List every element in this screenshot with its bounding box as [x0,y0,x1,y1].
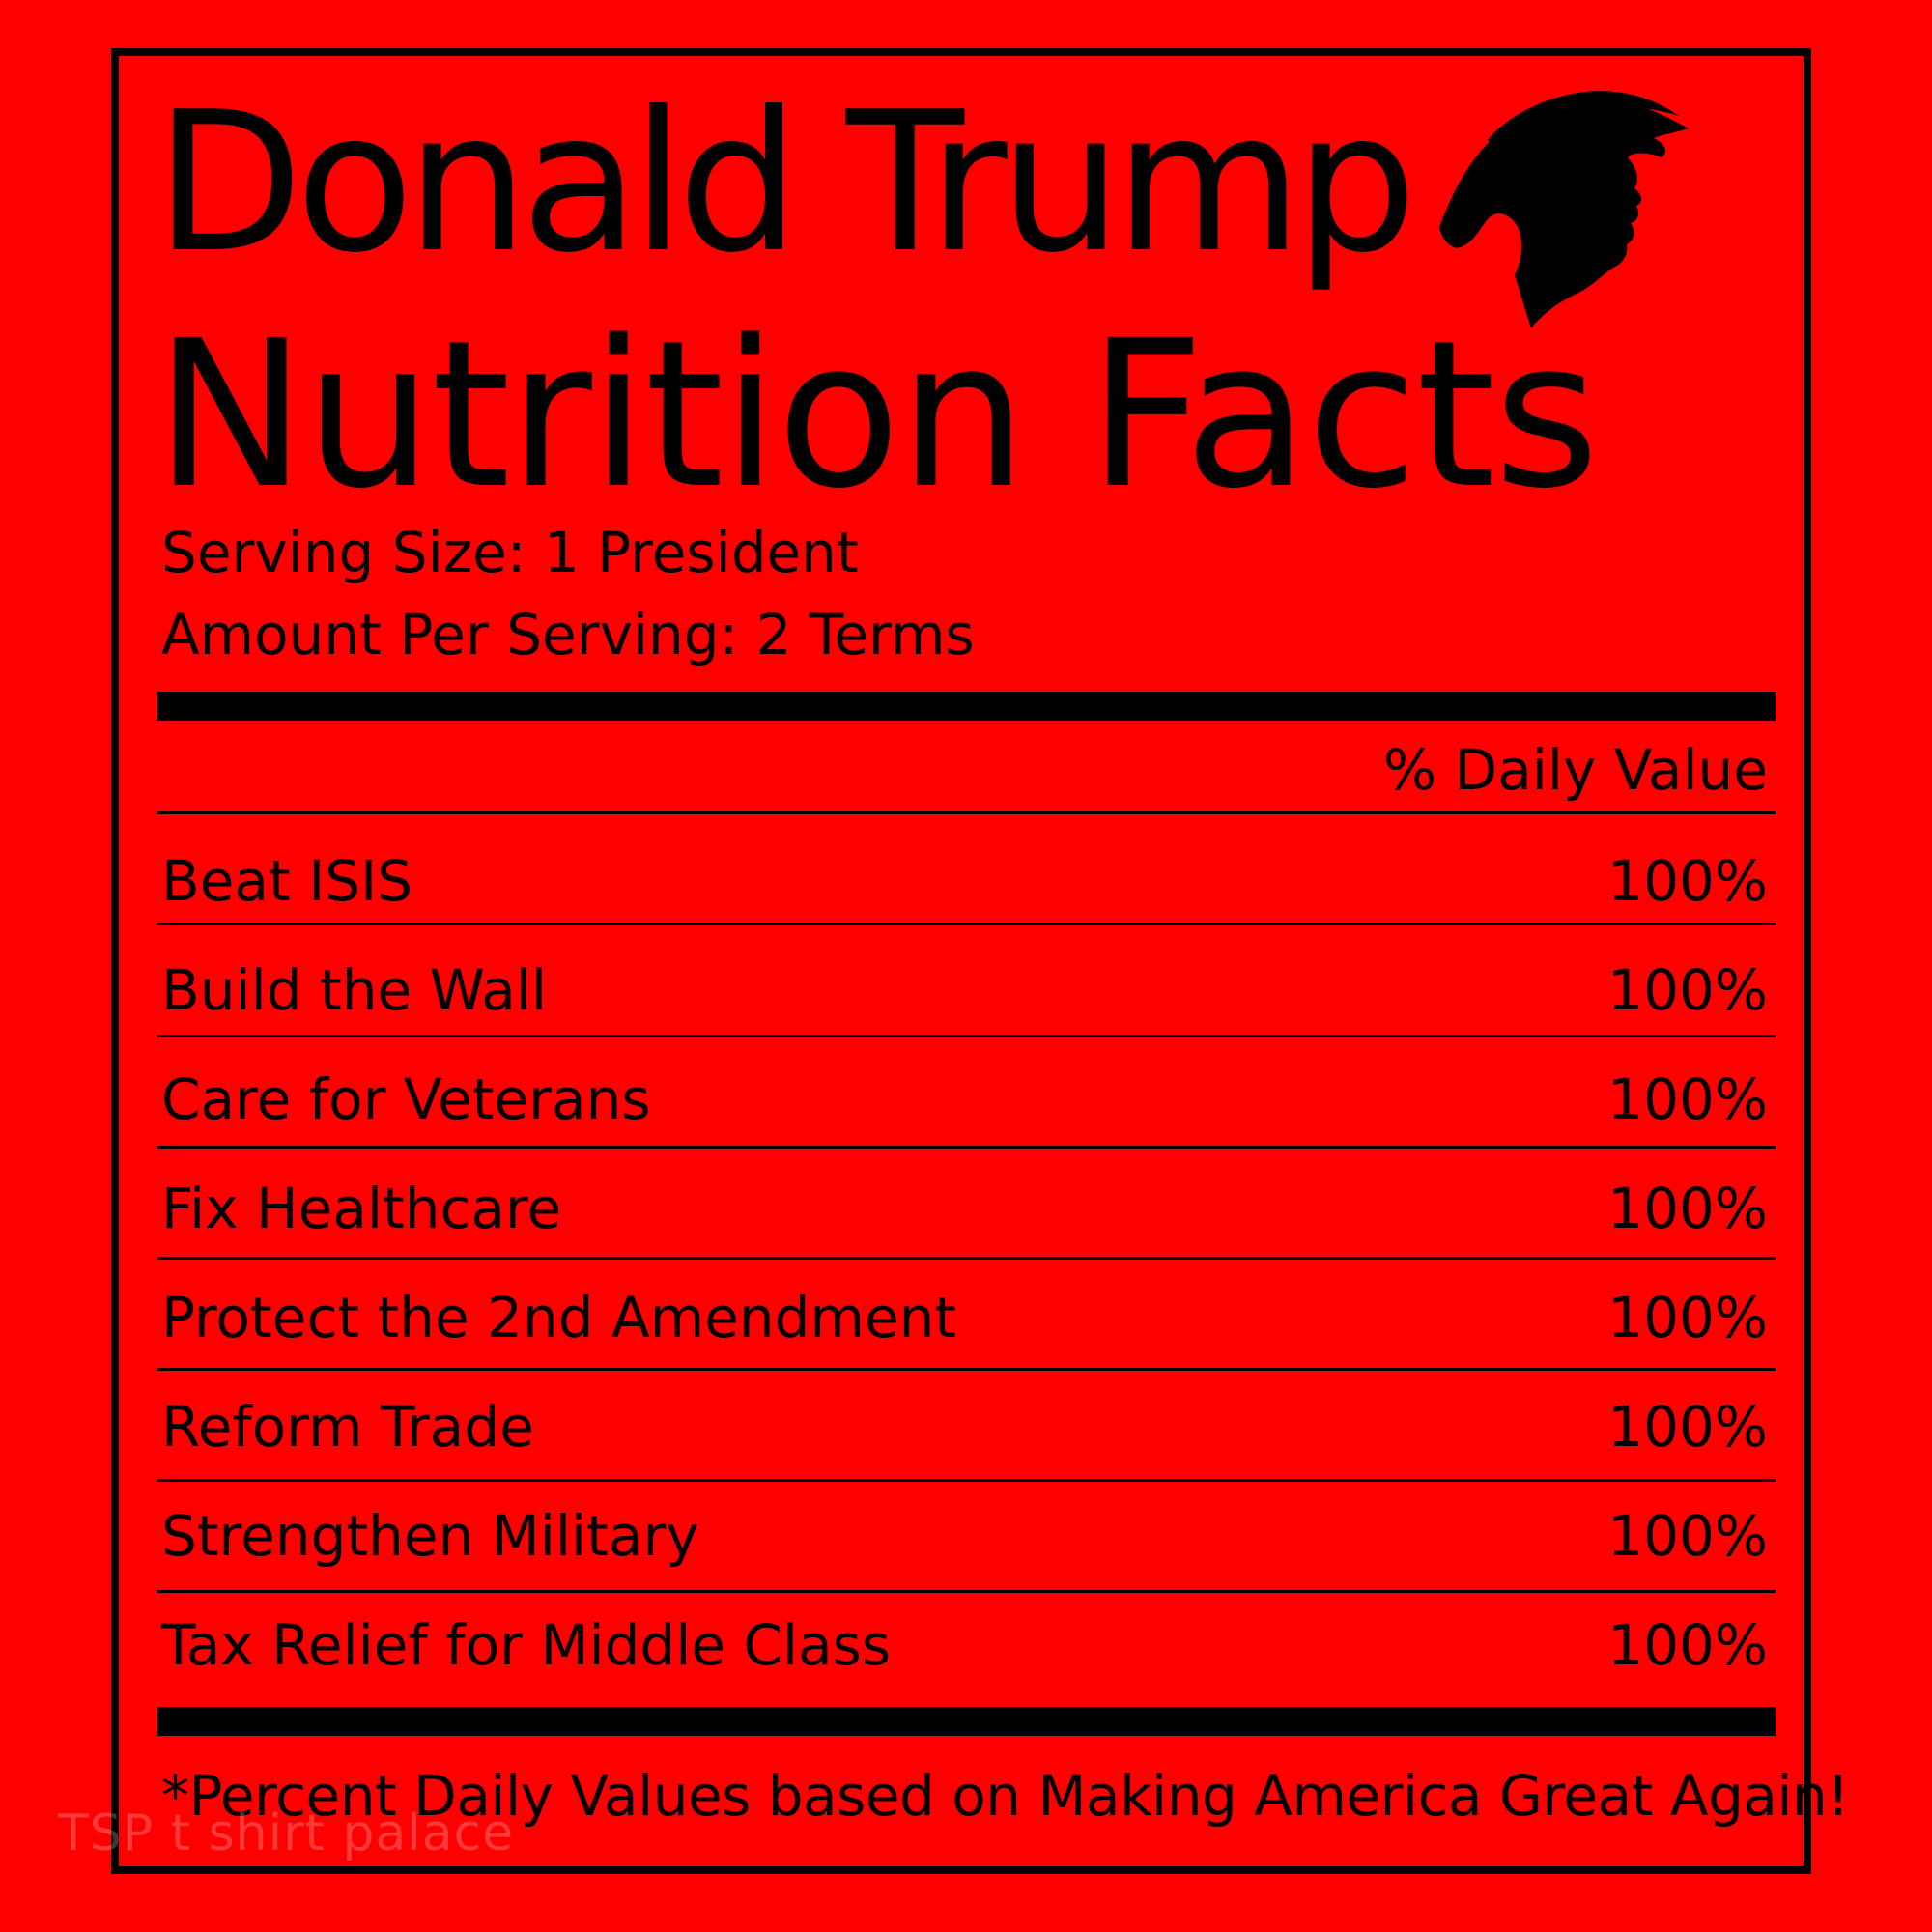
title-name: Donald Trump [155,71,1417,296]
row-value: 100% [1607,1066,1768,1132]
row-divider [157,1368,1776,1371]
row-value: 100% [1607,1503,1768,1569]
row-value: 100% [1607,957,1768,1023]
row-divider [157,923,1776,925]
row-label: Build the Wall [161,957,548,1023]
label-frame [111,48,1811,1874]
row-label: Beat ISIS [161,848,413,914]
row-value: 100% [1607,1394,1768,1460]
row-value: 100% [1607,1176,1768,1241]
title-nutrition-facts: Nutrition Facts [155,297,1600,533]
serving-size: Serving Size: 1 President [161,520,859,585]
row-value: 100% [1607,848,1768,914]
row-label: Care for Veterans [161,1066,651,1132]
row-value: 100% [1607,1612,1768,1678]
row-label: Protect the 2nd Amendment [161,1285,957,1350]
row-value: 100% [1607,1285,1768,1350]
row-divider [157,1479,1776,1482]
row-divider [157,1035,1776,1037]
trump-silhouette-icon [1439,91,1689,329]
daily-value-header: % Daily Value [1382,737,1768,803]
row-label: Reform Trade [161,1394,534,1460]
footnote: *Percent Daily Values based on Making Am… [161,1763,1850,1829]
amount-per-serving: Amount Per Serving: 2 Terms [161,602,975,668]
row-divider [157,1146,1776,1149]
row-label: Tax Relief for Middle Class [161,1612,892,1678]
row-divider [157,1257,1776,1260]
row-label: Fix Healthcare [161,1176,562,1241]
watermark: TSP t shirt palace [58,1804,515,1862]
header-divider [157,811,1776,814]
row-label: Strengthen Military [161,1503,699,1569]
bottom-thick-divider [157,1707,1776,1736]
row-divider [157,1590,1776,1593]
top-thick-divider [157,692,1776,721]
